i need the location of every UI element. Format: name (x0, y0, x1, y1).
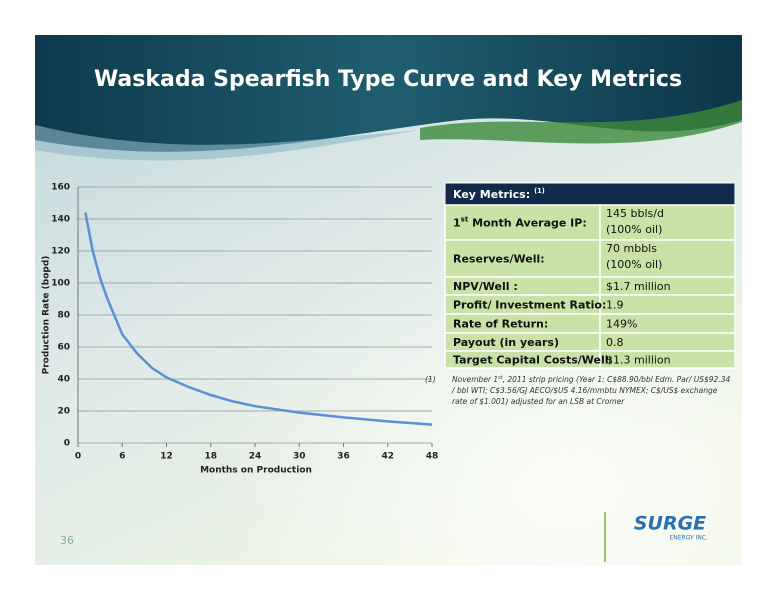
row-label: Rate of Return: (453, 318, 548, 331)
row-value: 149% (606, 318, 637, 331)
logo-sub: ENERGY INC. (669, 535, 708, 542)
table-header-text: Key Metrics: (1) (453, 187, 545, 201)
row-value: 0.8 (606, 336, 624, 349)
logo: SURGE (634, 513, 706, 535)
y-tick-label: 80 (57, 311, 70, 321)
row-label: NPV/Well : (453, 280, 518, 293)
x-tick-label: 12 (160, 452, 173, 462)
x-tick-label: 6 (119, 452, 125, 462)
row-value: $1.7 million (606, 280, 671, 293)
header-sup: (1) (534, 187, 545, 195)
row-value: $1.3 million (606, 354, 671, 367)
y-tick-label: 120 (51, 247, 70, 257)
y-tick-label: 160 (51, 183, 70, 193)
row-value: (100% oil) (606, 258, 662, 271)
x-tick-label: 30 (293, 452, 306, 462)
footnote-line-post: , 2011 strip pricing (Year 1: C$88.90/bb… (503, 375, 731, 384)
light-swoosh (35, 125, 420, 161)
page-number: 36 (60, 534, 74, 547)
curve (84, 212, 433, 426)
label-cell (444, 239, 601, 278)
footnote-line: rate of $1.001) adjusted for an LSB at C… (452, 397, 625, 406)
x-tick-label: 42 (381, 452, 394, 462)
row-label: Target Capital Costs/Well: (453, 354, 613, 367)
footnote-marker: (1) (425, 375, 436, 384)
row-value: 70 mbbls (606, 242, 657, 255)
row-label: Reserves/Well: (453, 253, 545, 266)
y-tick-label: 0 (64, 439, 70, 449)
row-value: 145 bbls/d (606, 207, 664, 220)
x-axis-label: Months on Production (200, 466, 312, 476)
y-tick-label: 20 (57, 407, 70, 417)
y-tick-label: 100 (51, 279, 70, 289)
value-cell (599, 350, 736, 369)
y-axis-label: Production Rate (bopd) (42, 256, 52, 375)
value-cell (599, 204, 736, 241)
footnote-line: / bbl WTI; C$3.56/GJ AECO/$US 4.16/mmbtu… (451, 386, 718, 395)
y-tick-label: 140 (51, 215, 70, 225)
x-tick-label: 48 (426, 452, 439, 462)
row-label: 1st Month Average IP: (453, 214, 587, 230)
footnote-line-pre: November 1 (452, 375, 498, 384)
y-tick-label: 40 (57, 375, 70, 385)
footnote-line-sup: st (498, 375, 504, 381)
x-tick-label: 0 (75, 452, 81, 462)
x-tick-label: 36 (337, 452, 350, 462)
row-label-post: Month Average IP: (468, 217, 586, 230)
header-text: Key Metrics: (453, 188, 530, 201)
row-label-pre: 1 (453, 217, 461, 230)
row-label-sup: st (461, 214, 469, 223)
row-value: 1.9 (606, 299, 624, 312)
x-tick-label: 24 (249, 452, 262, 462)
footnote-line: November 1st, 2011 strip pricing (Year 1… (452, 375, 730, 385)
row-label: Profit/ Investment Ratio: (453, 299, 606, 312)
y-tick-label: 60 (57, 343, 70, 353)
green-swoosh (420, 100, 742, 144)
row-label: Payout (in years) (453, 336, 559, 349)
row-value: (100% oil) (606, 223, 662, 236)
x-tick-label: 18 (204, 452, 217, 462)
title: Waskada Spearfish Type Curve and Key Met… (94, 67, 682, 92)
